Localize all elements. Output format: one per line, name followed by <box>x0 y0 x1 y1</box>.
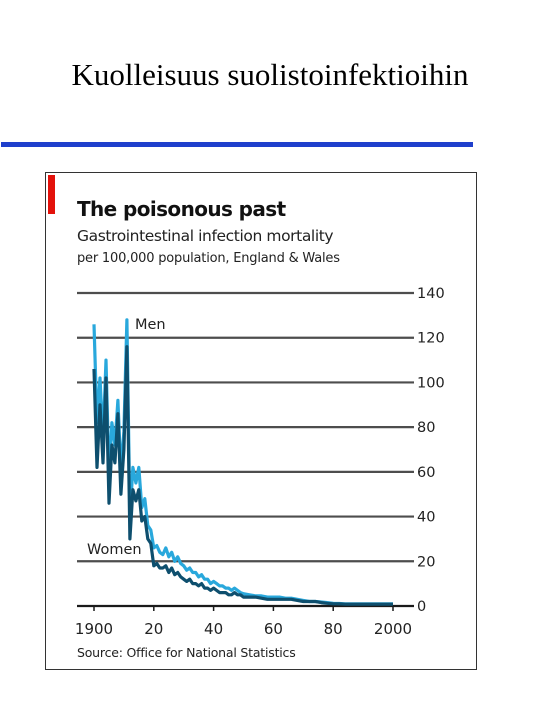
x-tick-label: 2000 <box>374 620 412 638</box>
series-label-women: Women <box>87 542 142 558</box>
slide-title: Kuolleisuus suolistoinfektioihin <box>71 57 469 92</box>
x-tick-label: 1900 <box>75 620 113 638</box>
grid-layer: 0 20 40 60 80 100 120 140 <box>77 286 445 615</box>
x-tick-label: 80 <box>324 620 343 638</box>
series-label-men: Men <box>135 317 166 333</box>
y-tick-label: 120 <box>417 331 445 347</box>
y-tick-label: 40 <box>417 510 435 526</box>
chart-frame: The poisonous past Gastrointestinal infe… <box>45 172 477 670</box>
y-tick-label: 60 <box>417 465 435 481</box>
series-line-women <box>92 345 393 606</box>
x-axis-ticks: 1900 20 40 60 80 2000 <box>75 606 412 638</box>
y-tick-label: 100 <box>417 375 445 391</box>
x-tick-label: 20 <box>144 620 163 638</box>
chart-title: The poisonous past <box>77 197 287 221</box>
chart-subtitle: Gastrointestinal infection mortality <box>77 227 333 245</box>
x-tick-label: 60 <box>264 620 283 638</box>
y-tick-label: 140 <box>417 286 445 302</box>
chart-source: Source: Office for National Statistics <box>77 645 296 660</box>
chart-svg: The poisonous past Gastrointestinal infe… <box>48 175 445 660</box>
x-tick-label: 40 <box>204 620 223 638</box>
accent-tab <box>48 175 55 214</box>
y-tick-label: 20 <box>417 554 435 570</box>
y-tick-label: 0 <box>417 599 426 615</box>
y-tick-label: 80 <box>417 420 435 436</box>
chart-subtitle-units: per 100,000 population, England & Wales <box>77 251 340 266</box>
series-layer <box>92 318 393 606</box>
title-underline <box>1 142 473 147</box>
